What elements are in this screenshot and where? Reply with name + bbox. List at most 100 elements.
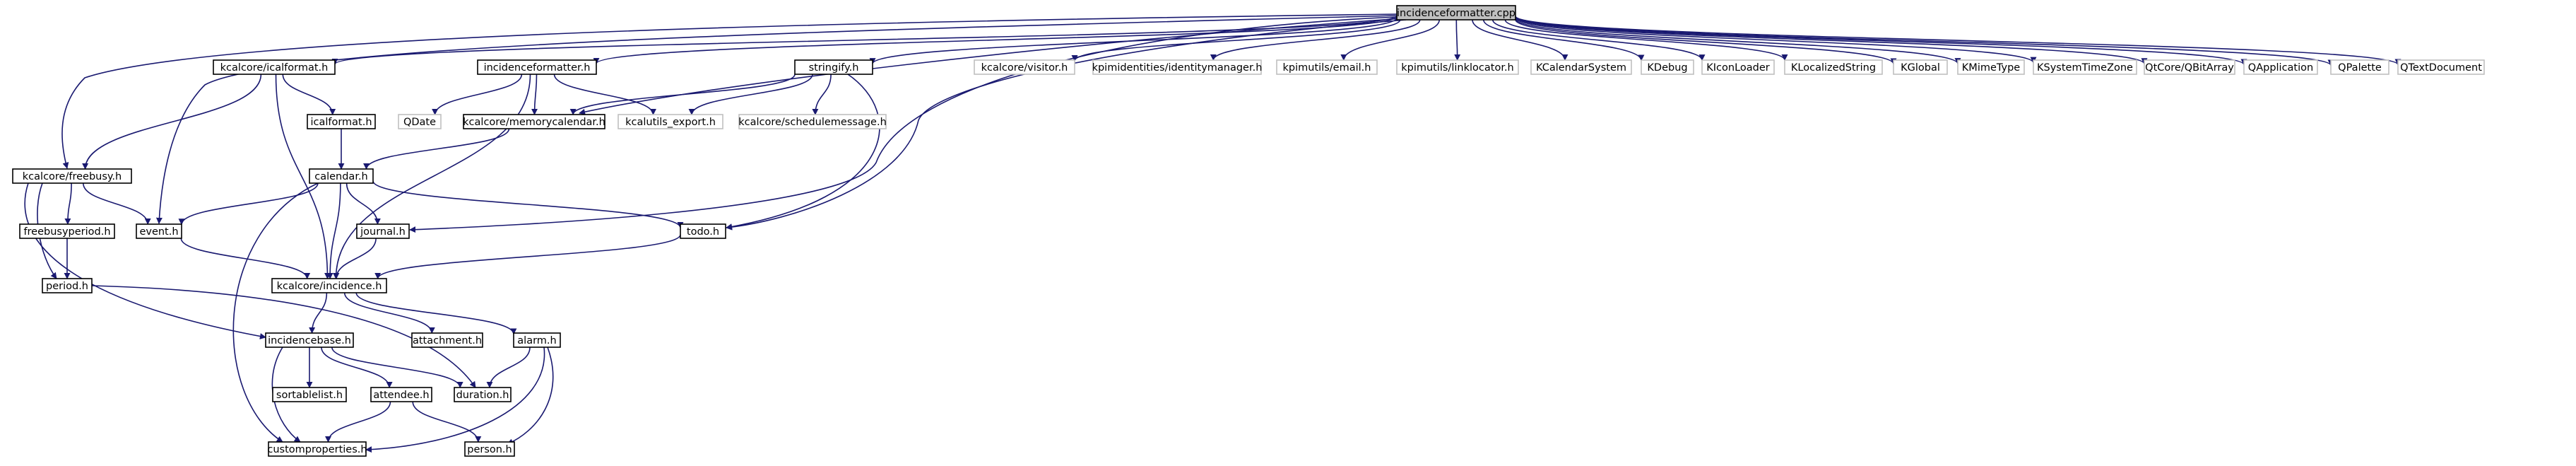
node-kcalcore-icalformat-h[interactable]: kcalcore/icalformat.h <box>213 59 336 75</box>
node-attachment-h[interactable]: attachment.h <box>411 332 483 348</box>
node-label: kcalcore/schedulemessage.h <box>738 117 887 128</box>
node-kcalcore-memorycalendar-h[interactable]: kcalcore/memorycalendar.h <box>463 114 605 129</box>
node-sortablelist-h[interactable]: sortablelist.h <box>272 387 347 402</box>
node-calendar-h[interactable]: calendar.h <box>309 168 374 184</box>
edge-line <box>409 16 1398 233</box>
edge-line <box>64 182 72 225</box>
edge-incidenceformatter-cpp-to-kpimutils-linklocator-h <box>1454 19 1461 61</box>
node-kcalcore-freebusy-h[interactable]: kcalcore/freebusy.h <box>12 168 132 184</box>
node-person-h[interactable]: person.h <box>464 441 515 457</box>
node-kcalcore-visitor-h: kcalcore/visitor.h <box>974 59 1075 75</box>
edge-line <box>1515 16 2247 66</box>
edge-incidenceformatter-cpp-to-qapplication <box>1515 16 2247 66</box>
node-event-h[interactable]: event.h <box>136 223 182 239</box>
edge-incidenceformatter-cpp-to-kcalcore-visitor-h <box>1071 19 1401 62</box>
edge-line <box>1340 19 1440 61</box>
node-journal-h[interactable]: journal.h <box>356 223 410 239</box>
node-kpimutils-email-h: kpimutils/email.h <box>1276 59 1378 75</box>
node-alarm-h[interactable]: alarm.h <box>513 332 561 348</box>
edge-line <box>91 285 476 388</box>
edge-line <box>1515 19 1897 65</box>
node-label: KLocalizedString <box>1791 62 1876 74</box>
edge-line <box>321 346 393 388</box>
edge-incidenceformatter-cpp-to-kcalendarsystem <box>1472 19 1568 61</box>
edge-period-h-to-duration-h <box>91 285 476 388</box>
edge-line <box>412 401 482 443</box>
edge-line <box>275 74 331 279</box>
node-freebusyperiod-h[interactable]: freebusyperiod.h <box>19 223 115 239</box>
edge-line <box>1504 19 1788 61</box>
edge-incidenceformatter-cpp-to-kdebug <box>1483 19 1645 62</box>
node-box <box>42 278 93 293</box>
edge-incidenceformatter-cpp-to-event-h <box>155 15 1398 224</box>
edge-line <box>1454 19 1461 61</box>
edge-kcalcore-freebusy-h-to-event-h <box>83 182 151 225</box>
edge-journal-h-to-kcalcore-incidence-h <box>333 238 377 279</box>
edge-line <box>553 74 656 115</box>
node-icalformat-h[interactable]: icalformat.h <box>307 114 376 129</box>
edge-line <box>331 346 463 388</box>
edge-attendee-h-to-customproperties-h <box>325 401 391 443</box>
node-label: sortablelist.h <box>276 390 343 401</box>
node-label: QPalette <box>2338 62 2382 74</box>
edge-kcalcore-incidence-h-to-incidencebase-h <box>309 292 328 334</box>
edge-incidenceformatter-cpp-to-kiconloader <box>1492 19 1706 62</box>
edge-calendar-h-to-journal-h <box>345 182 381 225</box>
node-box <box>464 441 515 457</box>
node-box <box>513 332 561 348</box>
node-label: freebusyperiod.h <box>23 226 110 238</box>
edge-line <box>486 346 531 388</box>
node-label: KGlobal <box>1901 62 1940 74</box>
node-label: QTextDocument <box>2400 62 2482 74</box>
edge-kcalcore-incidence-h-to-attachment-h <box>343 292 435 334</box>
edge-line <box>726 74 880 231</box>
node-box <box>398 114 442 129</box>
node-box <box>1396 59 1519 75</box>
edge-line <box>333 74 531 279</box>
node-label: kcalcore/visitor.h <box>981 62 1068 74</box>
node-incidencebase-h[interactable]: incidencebase.h <box>265 332 354 348</box>
node-box <box>411 332 483 348</box>
edge-incidencebase-h-to-duration-h <box>331 346 463 388</box>
edge-incidenceformatter-cpp-to-kmimetype <box>1515 18 1961 65</box>
edge-line <box>363 128 510 170</box>
edge-alarm-h-to-duration-h <box>486 346 531 388</box>
edge-line <box>331 15 1398 65</box>
node-label: kcalcore/freebusy.h <box>23 171 122 182</box>
node-duration-h[interactable]: duration.h <box>454 387 512 402</box>
node-label: KIconLoader <box>1706 62 1770 74</box>
node-period-h[interactable]: period.h <box>42 278 93 293</box>
edge-line <box>432 74 523 115</box>
edge-stringify-h-to-todo-h <box>726 74 880 231</box>
node-label: icalformat.h <box>310 117 372 128</box>
node-todo-h[interactable]: todo.h <box>680 223 726 239</box>
edge-line <box>374 234 681 279</box>
edge-line <box>180 238 311 279</box>
edge-line <box>309 292 328 334</box>
node-incidenceformatter-cpp[interactable]: incidenceformatter.cpp <box>1396 5 1516 21</box>
node-kcalcore-incidence-h[interactable]: kcalcore/incidence.h <box>271 278 387 293</box>
edge-line <box>24 182 266 339</box>
node-kpimidentities-identitymanager-h: kpimidentities/identitymanager.h <box>1092 59 1262 75</box>
edge-line <box>372 180 684 228</box>
edge-stringify-h-to-kcalcore-schedulemessage-h <box>812 74 832 115</box>
node-incidenceformatter-h[interactable]: incidenceformatter.h <box>477 59 597 75</box>
node-label: kcalcore/icalformat.h <box>220 62 329 74</box>
node-label: kpimutils/email.h <box>1283 62 1371 74</box>
node-attendee-h[interactable]: attendee.h <box>370 387 432 402</box>
edge-incidenceformatter-h-to-qdate <box>432 74 523 115</box>
node-label: kcalcore/memorycalendar.h <box>463 117 605 128</box>
node-customproperties-h[interactable]: customproperties.h <box>267 441 367 457</box>
node-stringify-h[interactable]: stringify.h <box>794 59 873 75</box>
node-box <box>356 223 410 239</box>
node-box <box>2144 59 2235 75</box>
edge-line <box>82 74 262 170</box>
edge-calendar-h-to-event-h <box>178 182 319 226</box>
node-box <box>268 441 367 457</box>
edge-line <box>1483 19 1645 62</box>
node-box <box>309 168 374 184</box>
edge-incidenceformatter-cpp-to-incidenceformatter-h <box>593 16 1398 64</box>
node-label: kcalcore/incidence.h <box>277 281 382 292</box>
node-kdebug: KDebug <box>1641 59 1694 75</box>
node-label: alarm.h <box>517 335 556 346</box>
